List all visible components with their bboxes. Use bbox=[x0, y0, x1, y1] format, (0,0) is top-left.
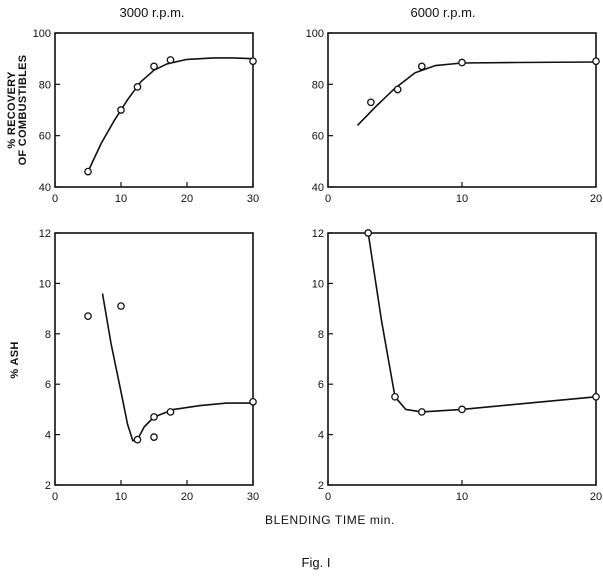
data-point bbox=[150, 433, 158, 441]
x-tick-label: 0 bbox=[52, 193, 58, 205]
data-point bbox=[133, 435, 142, 444]
data-point bbox=[393, 85, 402, 94]
data-point bbox=[150, 62, 158, 71]
plot-frame bbox=[54, 32, 254, 188]
data-point bbox=[592, 57, 600, 66]
plot-frame bbox=[327, 32, 597, 188]
fit-curve bbox=[367, 232, 597, 413]
y-tick-label: 100 bbox=[306, 28, 324, 40]
data-point bbox=[417, 62, 426, 71]
data-point bbox=[249, 397, 257, 406]
y-tick-label: 12 bbox=[312, 228, 324, 240]
y-tick-label: 4 bbox=[45, 430, 51, 442]
fit-curve bbox=[356, 61, 597, 126]
plot-frame bbox=[327, 232, 597, 486]
x-tick-label: 0 bbox=[325, 193, 331, 205]
y-tick-label: 6 bbox=[45, 379, 51, 391]
data-point bbox=[249, 57, 257, 66]
panel-3000rpm-ash: 0 10 20 30 2 4 6 8 10 12 % ASH bbox=[9, 228, 259, 503]
data-point bbox=[84, 312, 92, 321]
x-tick-label: 20 bbox=[181, 491, 193, 503]
data-point bbox=[364, 229, 373, 237]
y-tick-label: 12 bbox=[39, 228, 51, 240]
x-tick-label: 10 bbox=[456, 193, 468, 205]
y-axis-label: % ASH bbox=[9, 341, 21, 378]
plot-frame bbox=[54, 232, 254, 486]
data-point bbox=[150, 413, 158, 421]
y-axis-label: % RECOVERYOF COMBUSTIBLES bbox=[6, 55, 29, 166]
y-tick-label: 100 bbox=[33, 28, 51, 40]
y-tick-label: 4 bbox=[318, 430, 324, 442]
data-point bbox=[84, 167, 92, 176]
y-tick-label: 10 bbox=[312, 278, 324, 290]
y-tick-label: 8 bbox=[318, 329, 324, 341]
data-point bbox=[133, 83, 142, 91]
data-point bbox=[592, 392, 600, 401]
figure-caption: Fig. I bbox=[302, 555, 331, 570]
fit-curve bbox=[87, 57, 254, 172]
data-point bbox=[417, 408, 426, 416]
x-tick-label: 20 bbox=[181, 193, 193, 205]
y-tick-label: 6 bbox=[318, 379, 324, 391]
x-tick-label: 30 bbox=[247, 193, 259, 205]
data-point bbox=[391, 392, 399, 401]
y-tick-label: 40 bbox=[39, 182, 51, 194]
y-tick-label: 60 bbox=[39, 131, 51, 143]
data-point bbox=[166, 408, 175, 416]
x-axis-label: BLENDING TIME min. bbox=[265, 513, 395, 527]
x-tick-label: 0 bbox=[52, 491, 58, 503]
y-tick-label: 80 bbox=[312, 79, 324, 91]
x-tick-label: 10 bbox=[115, 491, 127, 503]
panel-3000rpm-recovery: 0 10 20 30 40 60 80 100 3000 r.p.m. % RECOVERYOF … bbox=[6, 5, 259, 205]
x-tick-label: 10 bbox=[456, 491, 468, 503]
panel-title: 3000 r.p.m. bbox=[119, 5, 184, 20]
y-tick-label: 8 bbox=[45, 329, 51, 341]
data-point bbox=[117, 106, 125, 114]
y-tick-label: 40 bbox=[312, 182, 324, 194]
data-point bbox=[367, 98, 375, 107]
y-tick-label: 80 bbox=[39, 79, 51, 91]
data-point bbox=[458, 405, 466, 414]
x-tick-label: 30 bbox=[247, 491, 259, 503]
y-tick-label: 2 bbox=[45, 480, 51, 492]
data-point bbox=[117, 302, 125, 310]
x-tick-label: 20 bbox=[590, 193, 602, 205]
y-tick-label: 2 bbox=[318, 480, 324, 492]
x-tick-label: 20 bbox=[590, 491, 602, 503]
panel-title: 6000 r.p.m. bbox=[410, 5, 475, 20]
y-tick-label: 10 bbox=[39, 278, 51, 290]
data-point bbox=[458, 58, 466, 67]
y-tick-label: 60 bbox=[312, 131, 324, 143]
x-tick-label: 0 bbox=[325, 491, 331, 503]
panel-6000rpm-recovery: 0 10 20 40 60 80 100 6000 r.p.m. bbox=[306, 5, 602, 205]
panel-6000rpm-ash: 0 10 20 2 4 6 8 10 12 bbox=[312, 228, 602, 503]
fit-curve bbox=[101, 293, 253, 442]
data-point bbox=[166, 56, 175, 64]
x-tick-label: 10 bbox=[115, 193, 127, 205]
